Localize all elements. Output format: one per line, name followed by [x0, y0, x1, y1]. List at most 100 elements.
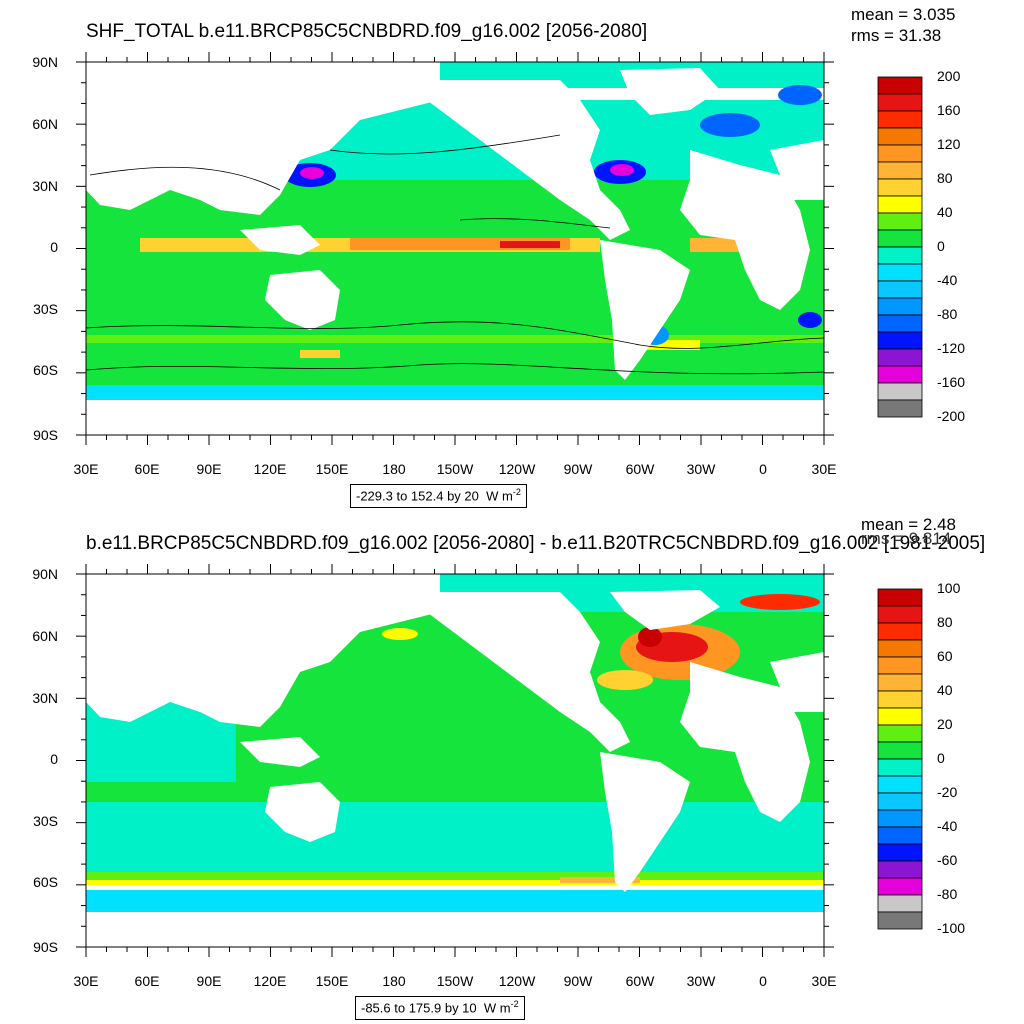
- lon-label: 30E: [73, 461, 99, 477]
- lat-label: 30S: [33, 813, 58, 829]
- lat-label: 60N: [32, 628, 58, 644]
- colorbar-label: 80: [937, 170, 953, 186]
- lon-label: 60W: [625, 461, 655, 477]
- colorbar-swatch: [877, 246, 923, 265]
- colorbar-swatch: [877, 605, 923, 624]
- lon-label: 150E: [315, 973, 349, 989]
- colorbar-label: 120: [937, 136, 961, 152]
- colorbar-swatch: [877, 860, 923, 879]
- lat-label: 30N: [32, 178, 58, 194]
- lon-label: 120W: [498, 973, 536, 989]
- lat-label: 30N: [32, 690, 58, 706]
- colorbar-swatch: [877, 144, 923, 163]
- colorbar-label: 160: [937, 102, 961, 118]
- lon-label: 30W: [686, 973, 716, 989]
- colorbar-label: 60: [937, 648, 953, 664]
- colorbar: [877, 76, 923, 418]
- map-panel-top: SHF_TOTAL b.e11.BRCP85C5CNBDRD.f09_g16.0…: [32, 5, 966, 508]
- lat-label: 60S: [33, 362, 58, 378]
- colorbar-swatch: [877, 331, 923, 350]
- lon-label: 0: [759, 973, 767, 989]
- colorbar-swatch: [877, 673, 923, 692]
- colorbar-swatch: [877, 127, 923, 146]
- lon-label: 30E: [811, 461, 837, 477]
- contour-range-box: -85.6 to 175.9 by 10 W m-2: [355, 996, 525, 1020]
- colorbar-swatch: [877, 365, 923, 384]
- units-text: W m: [486, 488, 513, 504]
- colorbar-label: -200: [937, 408, 966, 424]
- units-exponent: -2: [510, 999, 519, 1009]
- colorbar-swatch: [877, 843, 923, 862]
- lon-label: 180: [382, 973, 406, 989]
- colorbar-swatch: [877, 399, 923, 418]
- colorbar-swatch: [877, 877, 923, 896]
- lon-label: 30E: [811, 973, 837, 989]
- colorbar-swatch: [877, 758, 923, 777]
- colorbar-swatch: [877, 280, 923, 299]
- colorbar-label: 0: [937, 750, 945, 766]
- map-plot: [76, 52, 923, 445]
- rms-value: rms = 31.38: [851, 26, 942, 45]
- colorbar-label: -160: [937, 374, 966, 390]
- colorbar-label: -80: [937, 306, 958, 322]
- lon-label: 150E: [315, 461, 349, 477]
- colorbar-swatch: [877, 775, 923, 794]
- lat-label: 90S: [33, 427, 58, 443]
- lon-label: 150W: [436, 461, 474, 477]
- lat-label: 60S: [33, 874, 58, 890]
- lat-label: 0: [50, 239, 58, 255]
- rms-value: rms = 9.814: [861, 529, 952, 548]
- lon-label: 180: [382, 461, 406, 477]
- lon-label: 60E: [134, 461, 160, 477]
- colorbar-label: -80: [937, 886, 958, 902]
- mean-value: mean = 2.48: [861, 515, 956, 534]
- contour-range-box: -229.3 to 152.4 by 20 W m-2: [350, 484, 527, 508]
- colorbar-swatch: [877, 588, 923, 607]
- colorbar-swatch: [877, 707, 923, 726]
- land-masses: [86, 62, 824, 435]
- range-text: -229.3 to 152.4 by 20: [356, 488, 479, 504]
- axis-ticks: [76, 52, 834, 445]
- colorbar-label: -100: [937, 920, 966, 936]
- lon-label: 90W: [563, 461, 593, 477]
- lon-label: 30E: [73, 973, 99, 989]
- colorbar-label: -40: [937, 272, 958, 288]
- colorbar-swatch: [877, 263, 923, 282]
- mean-value: mean = 3.035: [851, 5, 956, 24]
- lon-label: 60W: [625, 973, 655, 989]
- colorbar-swatch: [877, 195, 923, 214]
- range-text: -85.6 to 175.9 by 10: [361, 1000, 477, 1016]
- colorbar-label: -120: [937, 340, 966, 356]
- colorbar-swatch: [877, 76, 923, 95]
- units-text: W m: [483, 1000, 511, 1016]
- colorbar-label: 20: [937, 716, 953, 732]
- panel-title: SHF_TOTAL b.e11.BRCP85C5CNBDRD.f09_g16.0…: [86, 21, 648, 42]
- colorbar-swatch: [877, 382, 923, 401]
- land-masses: [86, 574, 824, 947]
- colorbar-swatch: [877, 93, 923, 112]
- lon-label: 60E: [134, 973, 160, 989]
- colorbar-swatch: [877, 639, 923, 658]
- lat-label: 90N: [32, 54, 58, 70]
- colorbar-swatch: [877, 229, 923, 248]
- lon-label: 90W: [563, 973, 593, 989]
- lon-label: 0: [759, 461, 767, 477]
- colorbar-swatch: [877, 792, 923, 811]
- lat-label: 0: [50, 751, 58, 767]
- colorbar-swatch: [877, 161, 923, 180]
- colorbar-swatch: [877, 809, 923, 828]
- colorbar-label: -20: [937, 784, 958, 800]
- panel-title: b.e11.BRCP85C5CNBDRD.f09_g16.002 [2056-2…: [86, 534, 986, 553]
- axis-ticks: [76, 564, 834, 957]
- colorbar-swatch: [877, 314, 923, 333]
- colorbar-label: -40: [937, 818, 958, 834]
- colorbar-swatch: [877, 826, 923, 845]
- map-plot: [76, 564, 923, 957]
- lon-label: 120E: [253, 973, 287, 989]
- colorbar-label: 80: [937, 614, 953, 630]
- lon-label: 120E: [253, 461, 287, 477]
- colorbar: [877, 588, 923, 930]
- units-exponent: -2: [512, 487, 521, 497]
- lon-label: 150W: [436, 973, 474, 989]
- colorbar-label: 40: [937, 204, 953, 220]
